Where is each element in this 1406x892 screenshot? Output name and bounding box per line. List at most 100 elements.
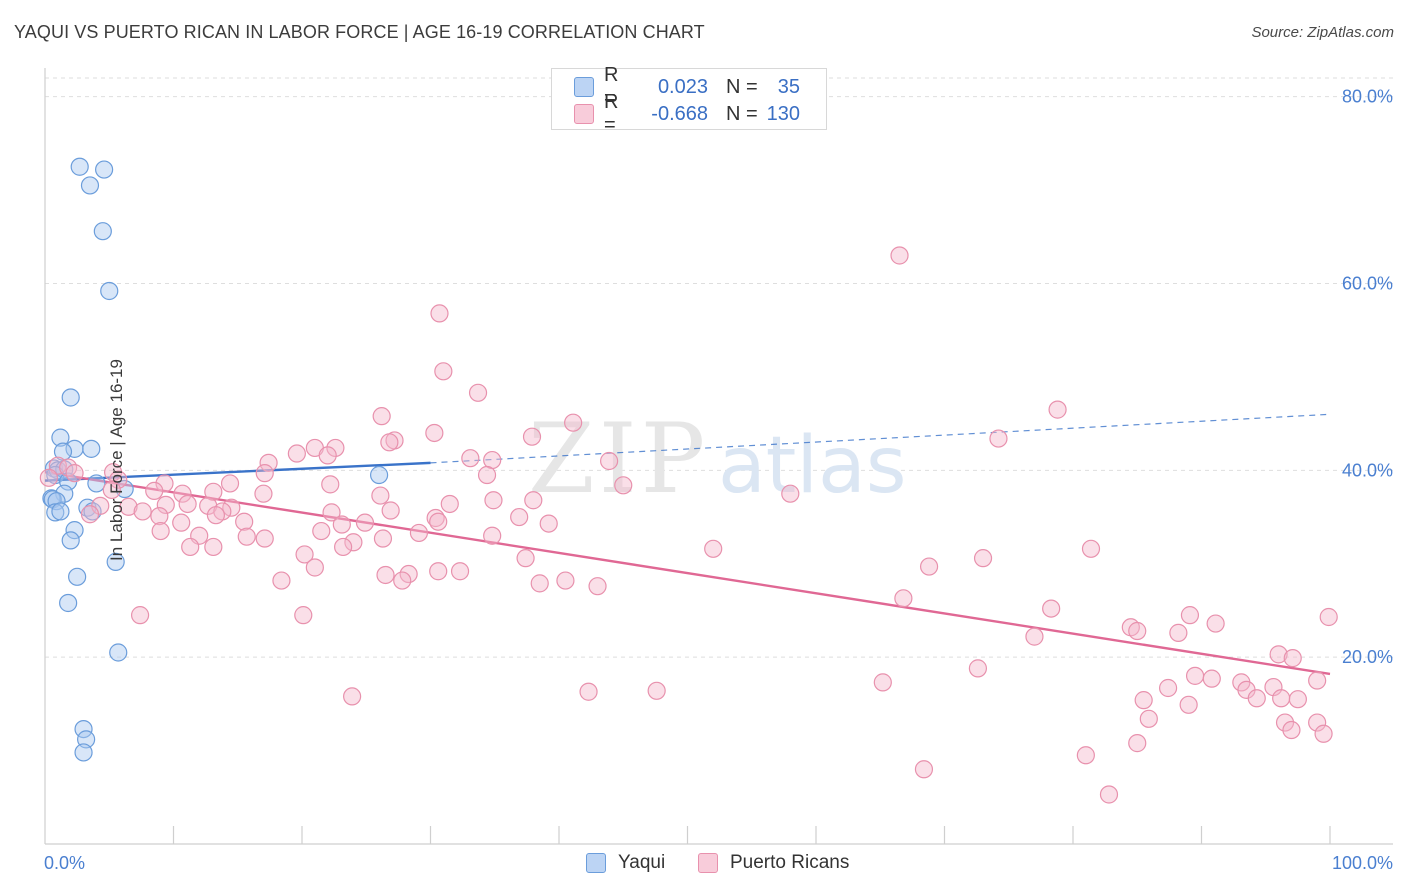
- pr-point: [272, 571, 291, 590]
- pr-point: [156, 495, 175, 515]
- r-label: R =: [604, 64, 619, 109]
- pr-point: [429, 562, 448, 581]
- pr-point: [39, 468, 58, 487]
- x-tick-label: 0.0%: [44, 853, 85, 873]
- pr-point: [109, 470, 128, 489]
- pr-point: [890, 246, 909, 265]
- pr-point: [1139, 709, 1158, 728]
- pr-point: [588, 577, 607, 596]
- pr-point: [318, 446, 337, 465]
- pr-point: [1081, 539, 1101, 558]
- pr-point: [133, 502, 152, 521]
- pr-point: [524, 491, 543, 510]
- pr-point: [429, 512, 448, 531]
- pr-point: [321, 475, 340, 494]
- pr-point: [355, 513, 375, 532]
- pr-point: [919, 557, 939, 576]
- pr-swatch: [574, 104, 594, 124]
- legend-row-yaqui: R = 0.023 N = 35: [574, 64, 800, 109]
- pr-point: [614, 476, 633, 495]
- correlation-legend: R = 0.023 N = 35 R = -0.668 N = 130: [551, 64, 827, 136]
- pr-point: [1180, 606, 1200, 625]
- pr-point: [1048, 400, 1067, 419]
- pr-point: [373, 529, 393, 548]
- pr-point: [326, 438, 345, 458]
- y-tick-label: 80.0%: [1342, 87, 1393, 107]
- legend-item-puerto-ricans[interactable]: Puerto Ricans: [698, 852, 849, 874]
- yaqui-point: [370, 465, 389, 485]
- pr-point: [381, 501, 400, 520]
- pr-point: [1179, 695, 1198, 714]
- pr-point: [1025, 627, 1044, 646]
- pr-point: [334, 537, 353, 557]
- pr-point: [434, 362, 453, 381]
- yaqui-point: [68, 567, 87, 586]
- y-tick-label: 40.0%: [1342, 460, 1393, 480]
- pr-point: [80, 505, 100, 524]
- pr-point: [516, 549, 535, 568]
- pr-point: [1314, 724, 1333, 743]
- pr-point: [305, 558, 324, 577]
- pr-point: [178, 494, 197, 514]
- pr-point: [1206, 614, 1225, 633]
- pr-point: [1185, 666, 1205, 685]
- pr-point: [440, 494, 459, 514]
- pr-point: [102, 480, 121, 500]
- watermark: ZIP atlas: [528, 403, 907, 515]
- pr-point: [295, 545, 314, 564]
- yaqui-point: [59, 593, 78, 613]
- pr-point: [1169, 623, 1188, 642]
- pr-point: [1269, 645, 1288, 664]
- pr-point: [173, 484, 192, 503]
- pr-point: [425, 423, 444, 443]
- legend-label: Puerto Ricans: [730, 852, 850, 873]
- chart-title: YAQUI VS PUERTO RICAN IN LABOR FORCE | A…: [14, 22, 705, 42]
- yaqui-point: [115, 479, 134, 499]
- pr-point: [1282, 720, 1301, 740]
- pr-point: [322, 503, 341, 522]
- yaqui-point: [61, 531, 80, 550]
- yaqui-trend-extension: [430, 413, 1331, 464]
- source-label: Source: ZipAtlas.com: [1251, 24, 1394, 41]
- pr-point: [579, 682, 598, 701]
- pr-point: [1099, 785, 1119, 804]
- pr-point: [399, 564, 418, 584]
- pr-point: [530, 574, 549, 593]
- pr-point: [1283, 649, 1302, 668]
- pr-point: [989, 429, 1008, 448]
- yaqui-point: [74, 719, 93, 739]
- pr-point: [556, 571, 575, 590]
- pr-point: [172, 513, 191, 532]
- pr-point: [468, 383, 488, 402]
- pr-point: [1275, 713, 1295, 732]
- pr-point: [371, 486, 390, 505]
- yaqui-swatch: [574, 77, 594, 97]
- pr-point: [380, 433, 399, 452]
- pr-point: [393, 571, 412, 590]
- y-axis-label: In Labor Force | Age 16-19: [106, 359, 126, 561]
- pr-point: [564, 413, 583, 432]
- pr-point: [1076, 746, 1095, 765]
- pr-trend-line: [44, 471, 1331, 676]
- pr-point: [206, 506, 226, 525]
- pr-point: [1134, 691, 1153, 710]
- pr-point: [343, 687, 362, 706]
- pr-point: [65, 464, 84, 483]
- yaqui-point: [82, 439, 101, 458]
- n-label: N =: [726, 75, 758, 98]
- r-label: R =: [604, 91, 619, 136]
- tick-labels: 20.0% 40.0% 60.0% 80.0% 0.0% 100.0%: [44, 87, 1393, 873]
- pr-point: [973, 549, 993, 568]
- n-label: N =: [726, 102, 758, 125]
- y-tick-label: 60.0%: [1342, 274, 1393, 294]
- pr-point: [312, 521, 331, 541]
- pr-point: [522, 427, 542, 446]
- trend-lines: [44, 413, 1331, 676]
- yaqui-point: [61, 388, 80, 407]
- pr-point: [647, 681, 666, 700]
- pr-point: [510, 507, 529, 527]
- pr-point: [430, 304, 449, 323]
- pr-point: [1308, 713, 1327, 732]
- legend-item-yaqui[interactable]: Yaqui: [586, 852, 665, 874]
